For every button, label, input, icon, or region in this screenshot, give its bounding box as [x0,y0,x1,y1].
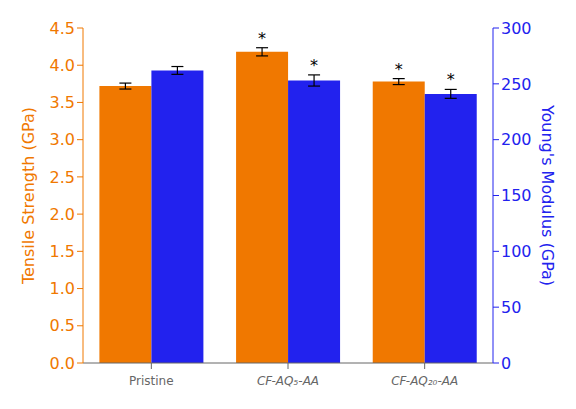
svg-text:Tensile Strength (GPa): Tensile Strength (GPa) [19,107,38,285]
svg-text:CF-AQ₂₀-AA: CF-AQ₂₀-AA [391,374,458,388]
svg-text:2.5: 2.5 [50,168,75,187]
svg-text:*: * [447,70,455,89]
svg-text:Young's Modulus (GPa): Young's Modulus (GPa) [538,104,557,286]
svg-text:100: 100 [501,242,532,261]
svg-text:CF-AQ₅-AA: CF-AQ₅-AA [257,374,319,388]
svg-text:250: 250 [501,75,532,94]
svg-text:*: * [395,60,403,79]
svg-text:0.5: 0.5 [50,316,75,335]
svg-text:150: 150 [501,186,532,205]
svg-text:*: * [258,29,266,48]
svg-text:Pristine: Pristine [129,374,174,388]
svg-text:1.5: 1.5 [50,242,75,261]
svg-text:0.0: 0.0 [50,354,75,373]
svg-text:*: * [310,56,318,75]
svg-text:1.0: 1.0 [50,279,75,298]
svg-text:3.5: 3.5 [50,93,75,112]
svg-text:2.0: 2.0 [50,205,75,224]
svg-text:4.5: 4.5 [50,19,75,38]
svg-text:4.0: 4.0 [50,56,75,75]
svg-text:300: 300 [501,19,532,38]
svg-text:200: 200 [501,130,532,149]
svg-text:0: 0 [501,354,511,373]
svg-text:3.0: 3.0 [50,130,75,149]
svg-text:50: 50 [501,298,521,317]
